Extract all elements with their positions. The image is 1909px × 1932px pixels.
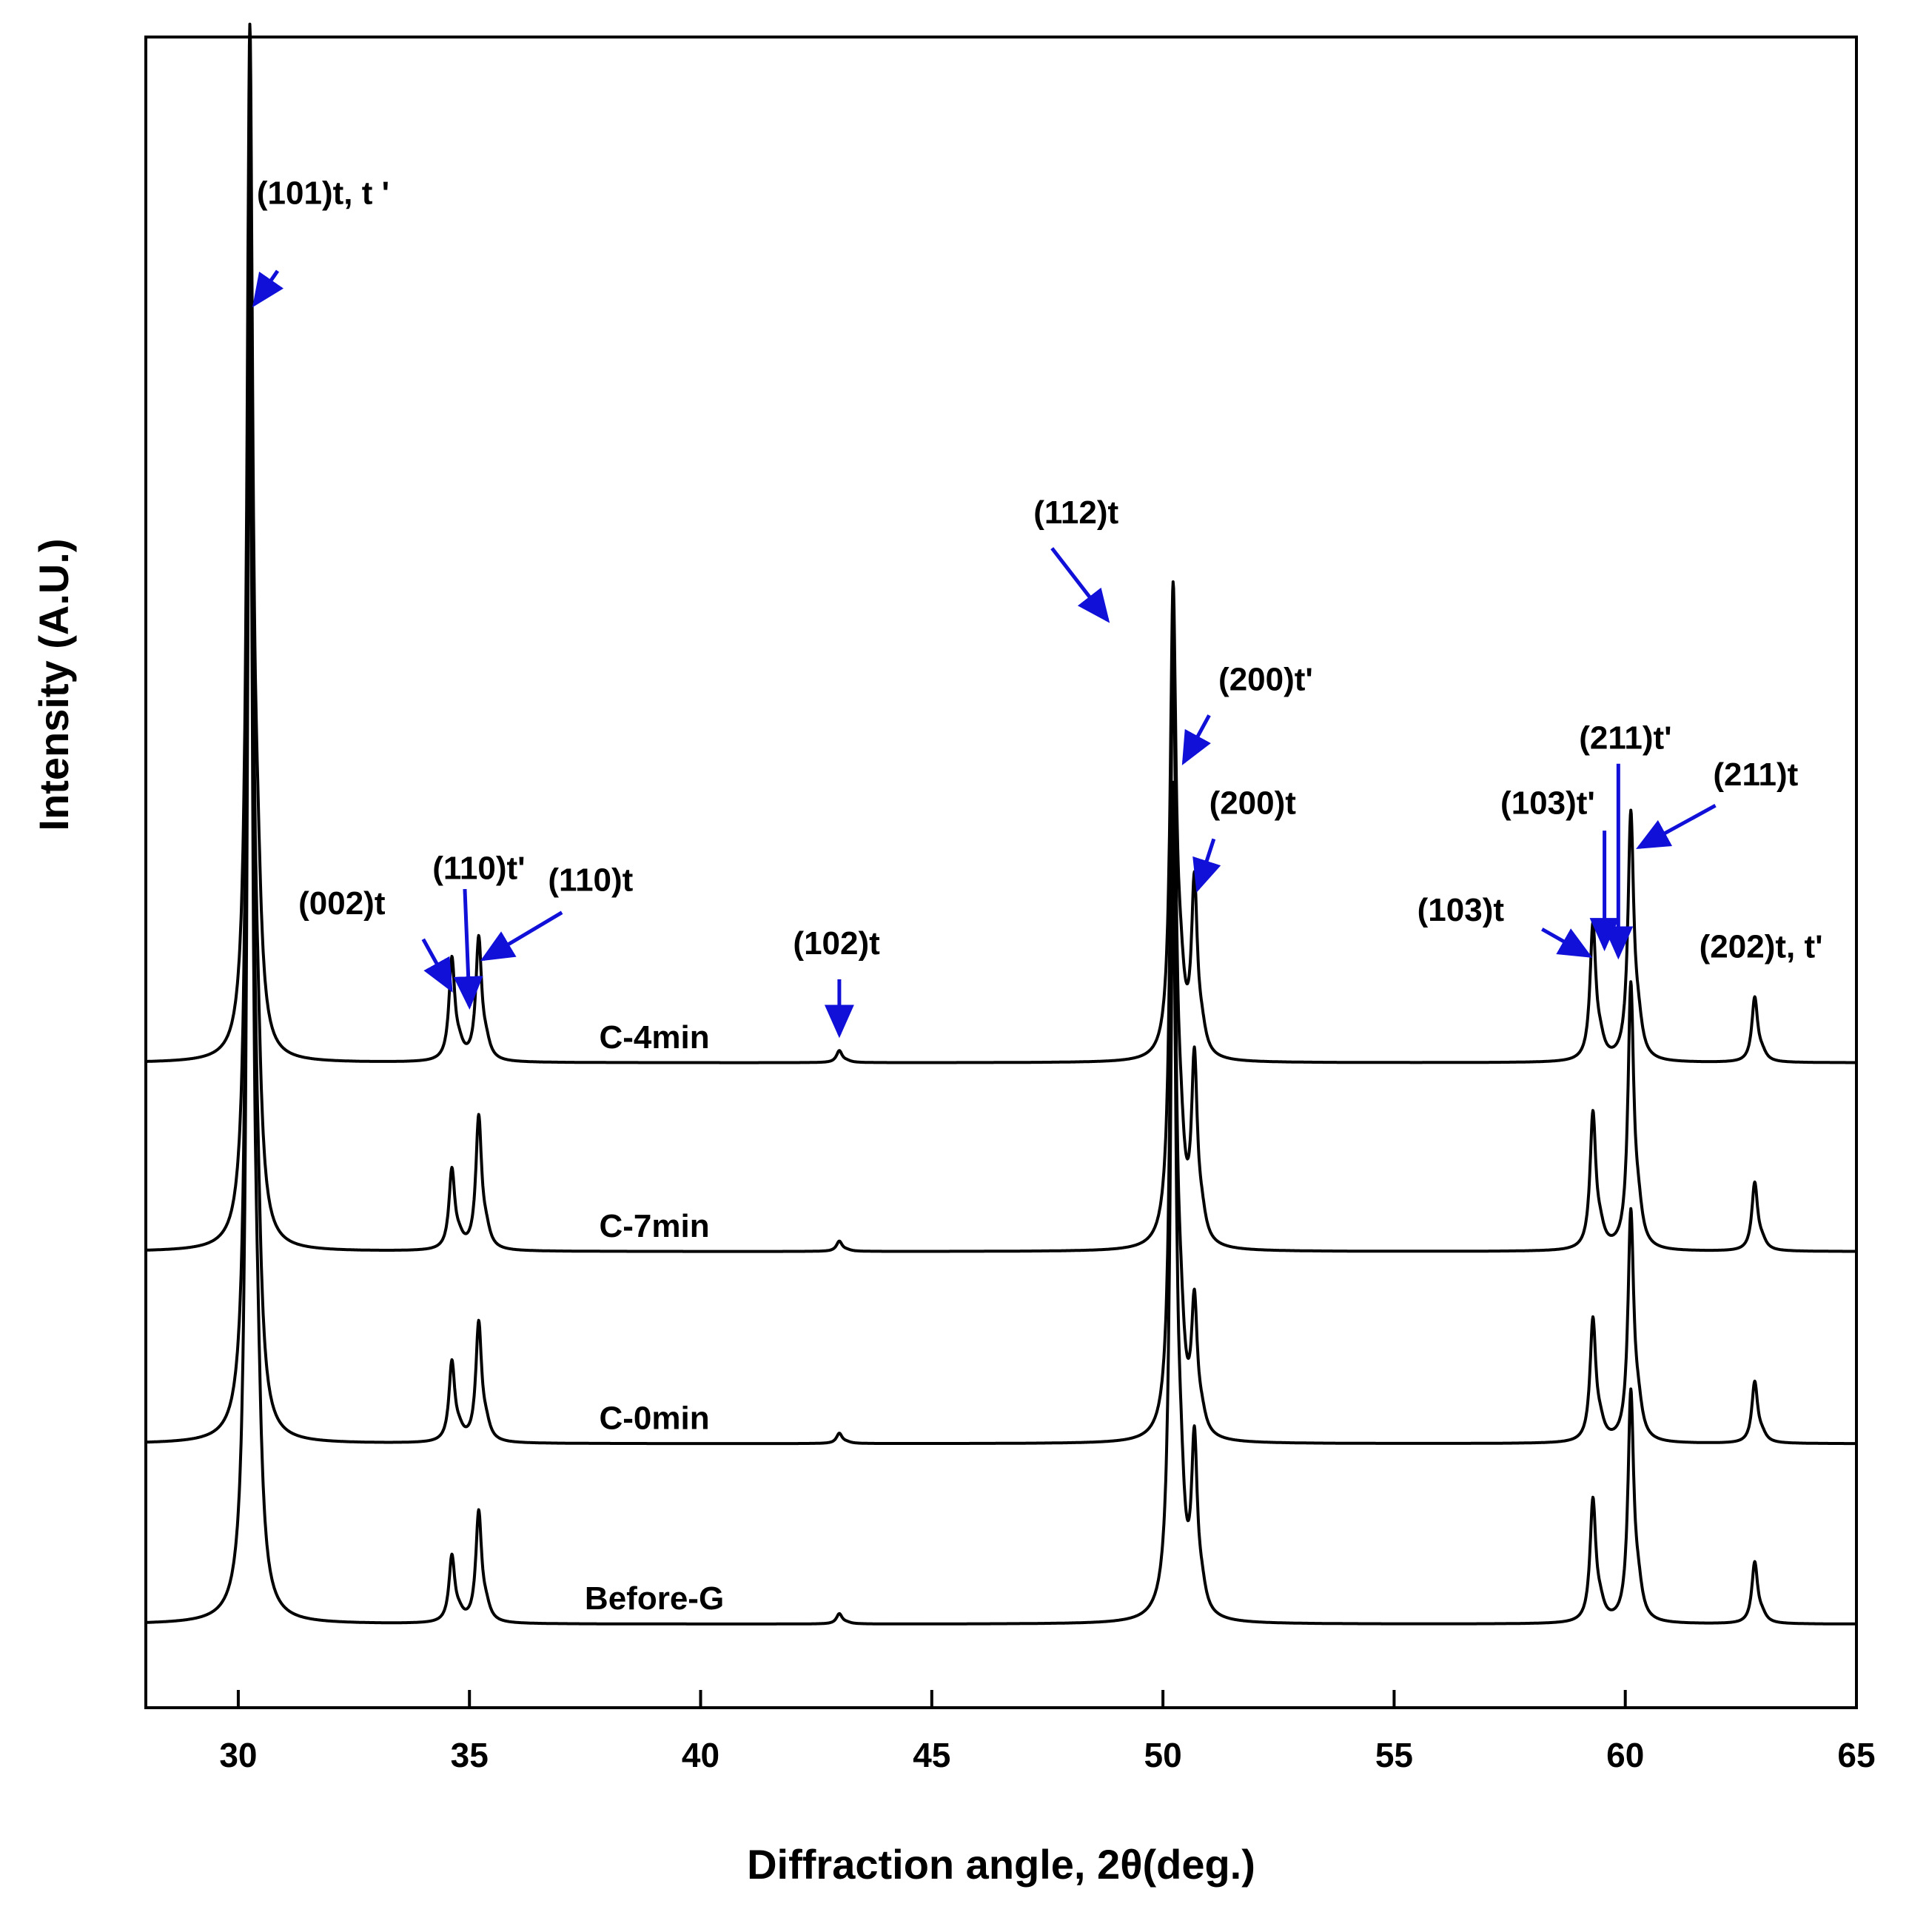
annotation-0: (101)t, t ' xyxy=(252,175,389,308)
annotation-label-5: (112)t xyxy=(1033,494,1118,531)
annotation-5: (112)t xyxy=(1033,494,1119,623)
series-C-7min: C-7min xyxy=(144,142,1858,1253)
series-C-4min: C-4min xyxy=(144,22,1858,1064)
series-label-Before-G: Before-G xyxy=(585,1580,724,1617)
x-tick-label-55: 55 xyxy=(1375,1736,1413,1774)
x-tick-label-40: 40 xyxy=(682,1736,719,1774)
series-label-C-0min: C-0min xyxy=(599,1400,709,1436)
series-line-1 xyxy=(144,142,1858,1253)
annotation-label-1: (002)t xyxy=(298,885,386,922)
annotation-label-11: (211)t xyxy=(1713,757,1798,793)
annotation-7: (200)t xyxy=(1192,785,1297,893)
annotation-arrow-5 xyxy=(1050,547,1110,623)
x-tick-label-35: 35 xyxy=(451,1736,489,1774)
series-line-3 xyxy=(144,324,1858,1626)
x-axis-label: Diffraction angle, 2θ(deg.) xyxy=(747,1841,1255,1888)
annotation-arrow-3 xyxy=(480,910,563,962)
series-line-0 xyxy=(144,22,1858,1064)
annotation-label-4: (102)t xyxy=(793,925,880,962)
series-Before-G: Before-G xyxy=(144,324,1858,1626)
annotation-label-12: (202)t, t' xyxy=(1700,929,1823,965)
annotation-6: (200)t' xyxy=(1181,661,1313,765)
annotation-4: (102)t xyxy=(793,925,880,1039)
annotation-label-10: (211)t' xyxy=(1579,720,1671,756)
annotation-label-7: (200)t xyxy=(1210,785,1297,822)
annotation-layer: (101)t, t ' (002)t (110)t' (110)t (102)t (112… xyxy=(252,175,1823,1039)
annotation-arrow-7 xyxy=(1192,838,1221,893)
x-tick-label-30: 30 xyxy=(219,1736,257,1774)
annotation-8: (103)t xyxy=(1418,892,1593,958)
x-tick-label-50: 50 xyxy=(1144,1736,1182,1774)
annotation-label-3: (110)t xyxy=(548,862,633,898)
y-axis-label: Intensity (A.U.) xyxy=(30,538,77,831)
annotation-label-8: (103)t xyxy=(1418,892,1505,928)
annotation-arrow-0 xyxy=(252,269,284,308)
x-tick-label-65: 65 xyxy=(1837,1736,1875,1774)
annotation-arrow-11 xyxy=(1636,804,1717,850)
annotation-11: (211)t xyxy=(1636,757,1799,850)
annotation-label-6: (200)t' xyxy=(1218,661,1313,697)
x-axis-ticks: 30 35 40 45 50 55 60 65 xyxy=(219,1690,1876,1774)
annotation-10: (211)t' xyxy=(1579,720,1672,960)
annotation-label-2: (110)t' xyxy=(432,851,525,887)
annotation-3: (110)t xyxy=(480,862,634,962)
series-label-C-7min: C-7min xyxy=(599,1208,709,1244)
annotation-arrow-2 xyxy=(453,888,483,1010)
annotation-9: (103)t' xyxy=(1500,785,1620,952)
x-tick-label-45: 45 xyxy=(913,1736,950,1774)
plot-frame xyxy=(144,36,1858,1709)
series-C-0min: C-0min xyxy=(144,230,1858,1446)
annotation-1: (002)t xyxy=(298,885,453,993)
annotation-12: (202)t, t' xyxy=(1700,929,1823,965)
series-line-2 xyxy=(144,230,1858,1446)
x-tick-label-60: 60 xyxy=(1606,1736,1644,1774)
series-label-C-4min: C-4min xyxy=(599,1019,709,1056)
series-layer: C-4min C-7min C-0min Before-G xyxy=(144,22,1858,1626)
annotation-arrow-1 xyxy=(421,938,453,993)
annotation-label-0: (101)t, t ' xyxy=(257,175,389,212)
annotation-arrow-6 xyxy=(1181,714,1211,765)
annotation-2: (110)t' xyxy=(432,851,526,1010)
annotation-arrow-8 xyxy=(1541,928,1593,958)
annotation-label-9: (103)t' xyxy=(1500,785,1595,822)
